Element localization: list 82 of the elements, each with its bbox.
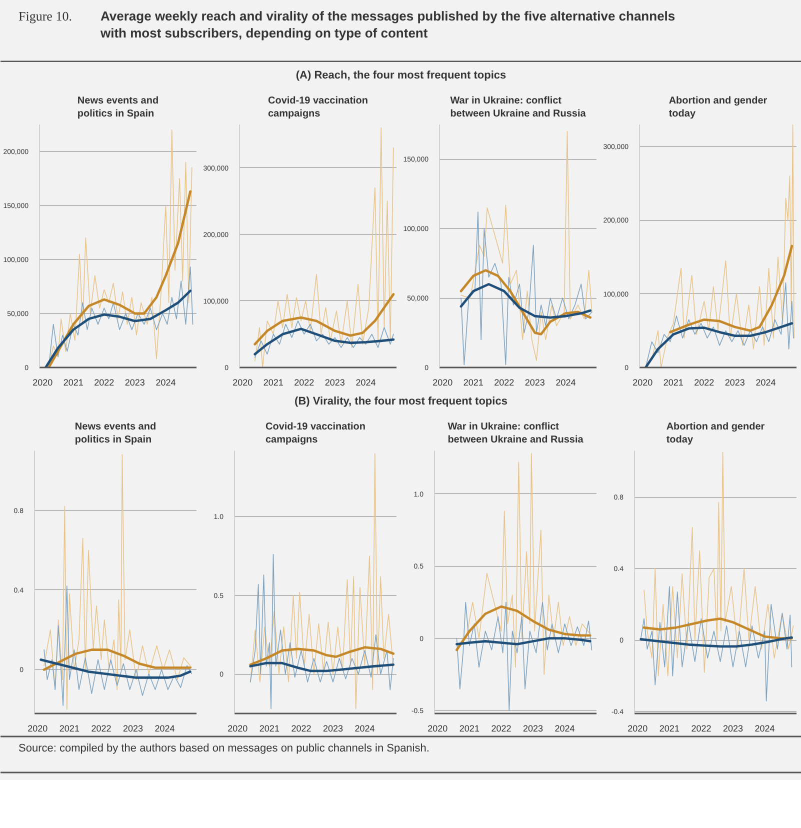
line-series	[44, 586, 192, 706]
x-tick-label: 2023	[324, 378, 345, 388]
x-tick-label: 2020	[628, 724, 648, 734]
chart-title: News events and politics in Spain	[77, 95, 159, 120]
x-tick-label: 2022	[91, 724, 112, 734]
x-tick-label: 2021	[59, 724, 80, 734]
chart-title: Abortion and gender today	[666, 421, 765, 446]
x-tick-label: 2022	[494, 378, 514, 388]
x-tick-label: 2022	[294, 378, 314, 388]
source-note: Source: compiled by the authors based on messages on public channels in Spanish.	[18, 742, 430, 754]
chart-title: Covid-19 vaccination campaigns	[265, 421, 366, 446]
chart-title: Covid-19 vaccination campaigns	[268, 95, 368, 120]
x-tick-label: 2024	[556, 378, 576, 388]
line-series	[249, 662, 395, 672]
line-series	[44, 290, 192, 368]
x-tick-label: 2024	[356, 378, 376, 388]
x-tick-label: 2022	[491, 724, 512, 734]
line-series	[460, 131, 592, 361]
x-tick-label: 2023	[522, 724, 543, 734]
x-tick-label: 2020	[28, 724, 48, 734]
line-series	[460, 212, 592, 366]
line-series	[645, 282, 794, 368]
line-series	[456, 452, 591, 675]
line-series	[644, 322, 794, 368]
x-tick-label: 2022	[694, 378, 714, 388]
line-series	[42, 648, 192, 671]
x-tick-label: 2021	[63, 378, 84, 388]
x-tick-label: 2020	[232, 378, 253, 388]
x-tick-label: 2023	[124, 378, 145, 388]
x-tick-label: 2024	[554, 724, 575, 734]
x-tick-label: 2021	[263, 378, 284, 388]
line-series	[651, 124, 794, 368]
line-series	[254, 127, 394, 368]
x-tick-label: 2021	[463, 378, 484, 388]
x-tick-label: 2022	[691, 724, 712, 734]
x-tick-label: 2021	[259, 724, 280, 734]
line-series	[642, 617, 793, 640]
x-tick-label: 2022	[291, 724, 312, 734]
x-tick-label: 2020	[632, 378, 653, 388]
x-tick-label: 2023	[722, 724, 743, 734]
line-series	[44, 454, 192, 710]
chart-title: Abortion and gender today	[668, 95, 768, 120]
x-tick-label: 2024	[156, 378, 176, 388]
chart-title: News events and politics in Spain	[74, 421, 156, 446]
line-series	[456, 605, 592, 652]
x-tick-label: 2023	[524, 378, 545, 388]
x-tick-label: 2020	[428, 724, 448, 734]
chart-title: War in Ukraine: conflict between Ukraine and Russia	[448, 421, 584, 446]
line-series	[640, 586, 792, 702]
text: (A) Reach, the four most frequent topics	[296, 70, 506, 82]
text: Figure 10.	[18, 8, 72, 24]
chart-title: War in Ukraine: conflict between Ukraine and Russia	[450, 95, 586, 120]
line-series	[460, 282, 592, 319]
line-series	[249, 646, 395, 666]
line-series	[456, 602, 592, 712]
x-tick-label: 2024	[154, 724, 175, 734]
line-series	[250, 554, 394, 710]
line-series	[644, 452, 794, 676]
x-tick-label: 2023	[322, 724, 343, 734]
text: (B) Virality, the four most frequent topics	[294, 396, 508, 408]
x-tick-label: 2021	[459, 724, 480, 734]
line-series	[254, 320, 394, 358]
line-series	[48, 190, 192, 368]
line-series	[254, 328, 395, 356]
x-tick-label: 2020	[228, 724, 248, 734]
line-series	[669, 244, 794, 334]
text: Average weekly reach and virality of the messages published by the five alternative channels with most subscribers, depending on type of content	[100, 8, 676, 40]
x-tick-label: 2020	[432, 378, 453, 388]
x-tick-label: 2020	[32, 378, 53, 388]
x-tick-label: 2023	[724, 378, 745, 388]
line-series	[254, 293, 395, 346]
x-tick-label: 2024	[756, 378, 776, 388]
x-tick-label: 2023	[122, 724, 143, 734]
line-series	[250, 453, 394, 710]
x-tick-label: 2021	[659, 724, 680, 734]
line-series	[640, 636, 793, 648]
line-series	[40, 658, 192, 679]
x-tick-label: 2024	[354, 724, 375, 734]
x-tick-label: 2022	[94, 378, 114, 388]
x-tick-label: 2024	[754, 724, 775, 734]
line-series	[460, 269, 592, 336]
x-tick-label: 2021	[663, 378, 684, 388]
